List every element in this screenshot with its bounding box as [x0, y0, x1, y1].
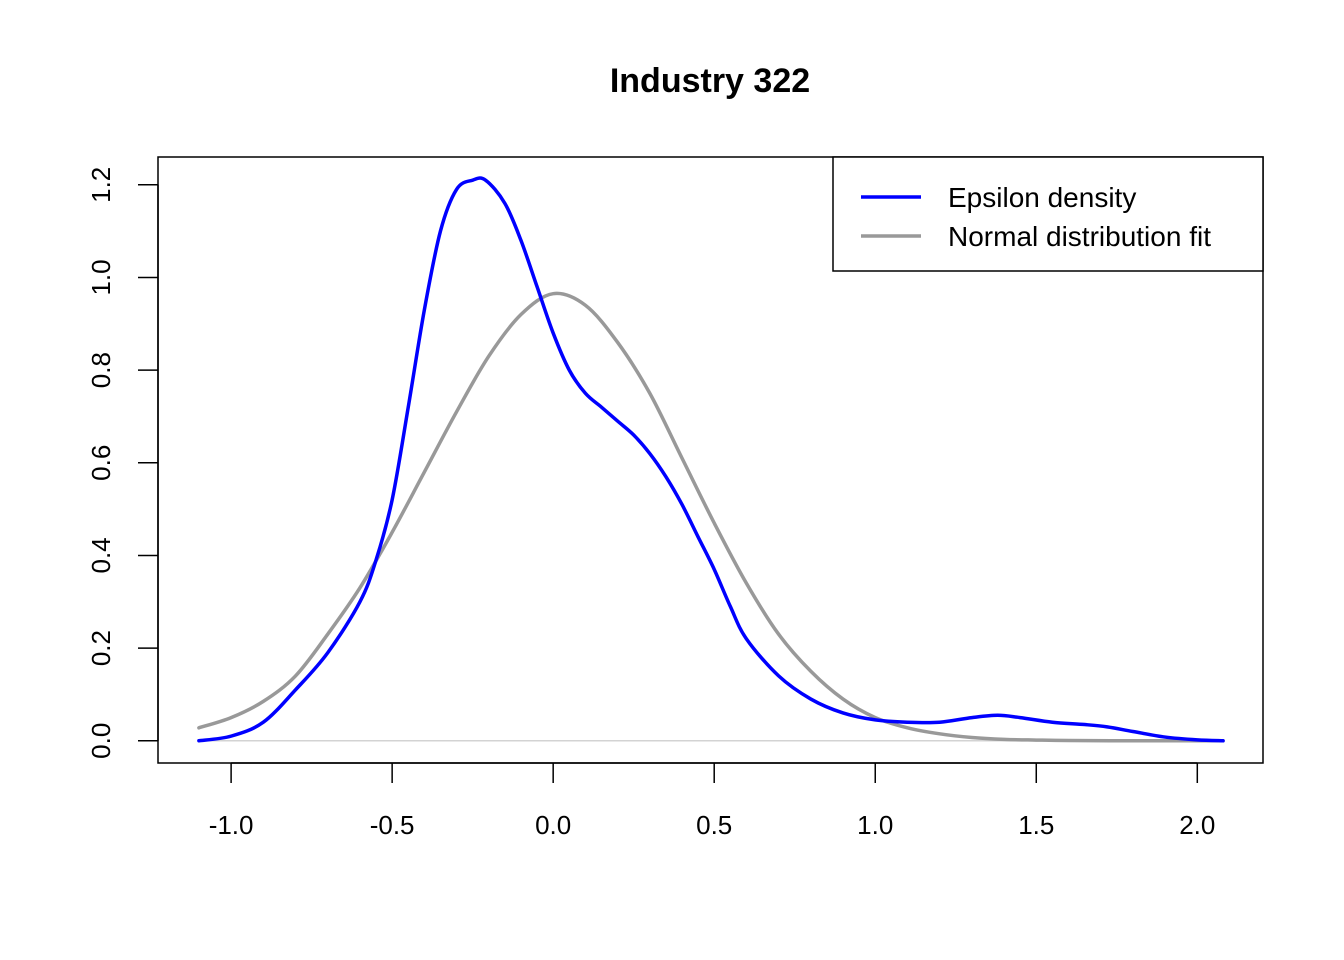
y-tick-label: 0.4	[86, 537, 116, 573]
chart-title: Industry 322	[610, 62, 810, 100]
y-tick-label: 0.2	[86, 630, 116, 666]
x-tick-label: -1.0	[209, 810, 254, 840]
legend-box	[832, 156, 1264, 272]
series-line-normal-distribution-fit	[197, 291, 1225, 743]
x-tick-label: 2.0	[1179, 810, 1215, 840]
x-tick-label: -0.5	[370, 810, 415, 840]
y-tick-label: 0.0	[86, 723, 116, 759]
x-tick-label: 0.5	[696, 810, 732, 840]
series-line-epsilon-density	[197, 176, 1225, 743]
x-tick-label: 1.0	[857, 810, 893, 840]
y-tick-label: 0.8	[86, 352, 116, 388]
x-tick-label: 0.0	[535, 810, 571, 840]
series-layer	[197, 176, 1225, 743]
x-tick-label: 1.5	[1018, 810, 1054, 840]
legend-label-normal-distribution-fit: Normal distribution fit	[948, 221, 1211, 252]
legend-label-epsilon-density: Epsilon density	[948, 182, 1136, 213]
legend: Epsilon density Normal distribution fit	[832, 156, 1264, 272]
y-tick-label: 1.2	[86, 167, 116, 203]
y-tick-label: 0.6	[86, 445, 116, 481]
y-axis: 0.0 0.2 0.4 0.6 0.8 1.0 1.2	[86, 167, 159, 759]
x-axis: -1.0 -0.5 0.0 0.5 1.0 1.5 2.0	[209, 762, 1215, 840]
y-tick-label: 1.0	[86, 259, 116, 295]
